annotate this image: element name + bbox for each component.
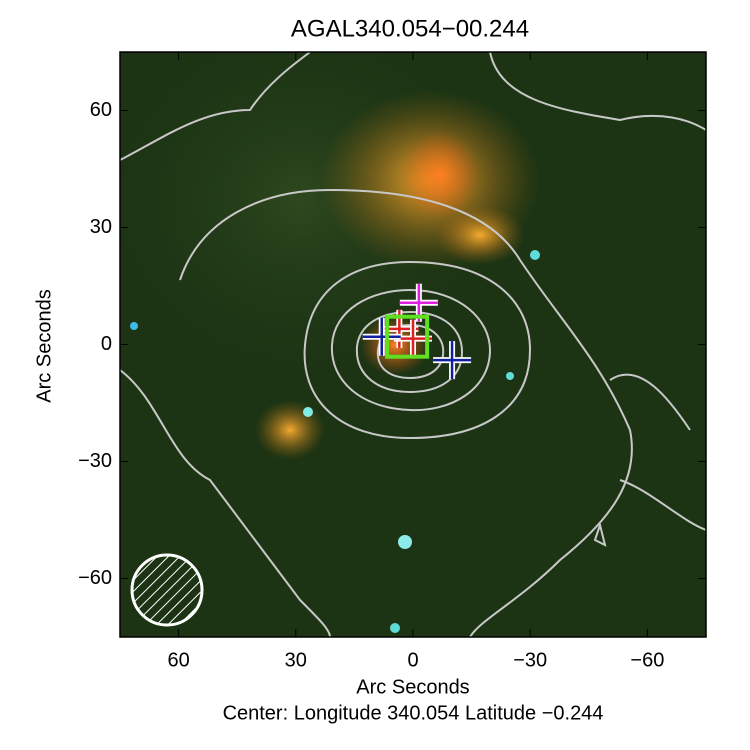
x-tick-label: −30: [513, 649, 547, 671]
square-marker: [385, 314, 430, 359]
y-tick-label: 30: [90, 216, 112, 238]
square-outline: [385, 314, 430, 359]
x-tick-label: 0: [407, 649, 418, 671]
x-tick-label: −60: [630, 649, 664, 671]
y-tick-label: −60: [78, 567, 112, 589]
y-axis-label: Arc Seconds: [33, 289, 55, 402]
y-tick-label: 60: [90, 99, 112, 121]
x-tick-label: 30: [285, 649, 307, 671]
footer: Center: Longitude 340.054 Latitude −0.24…: [223, 702, 604, 724]
x-tick-label: 60: [167, 649, 189, 671]
cross-marker: [362, 317, 401, 356]
x-axis-label: Arc Seconds: [356, 676, 469, 698]
beam: [130, 553, 204, 627]
chart-title: AGAL340.054−00.244: [291, 15, 529, 42]
y-tick-label: 0: [101, 333, 112, 355]
y-tick-label: −30: [78, 450, 112, 472]
cross-marker: [433, 341, 472, 380]
